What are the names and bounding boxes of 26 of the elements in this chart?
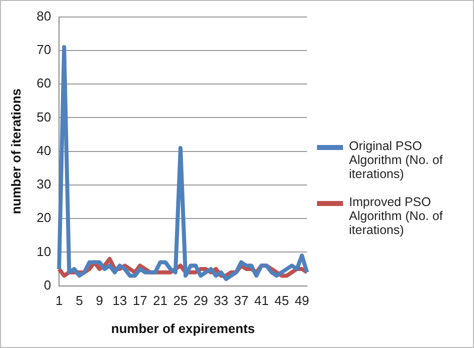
x-tick-label: 17 — [132, 293, 148, 308]
y-tick-label: 0 — [44, 277, 52, 292]
x-tick-label: 1 — [55, 293, 63, 308]
x-tick-label: 37 — [234, 293, 248, 308]
legend-label: Improved PSO Algorithm (No. of iterations) — [349, 195, 444, 237]
legend-label: Original PSO Algorithm (No. of iterations) — [349, 139, 444, 181]
y-tick-label: 10 — [36, 244, 52, 259]
y-axis-title: number of iterations — [8, 88, 24, 214]
x-tick-label: 41 — [254, 293, 269, 308]
y-tick-label: 70 — [36, 42, 52, 58]
y-tick-label: 60 — [36, 76, 52, 91]
x-axis-title: number of expirements — [111, 320, 255, 336]
x-tick-label: 33 — [214, 293, 228, 308]
x-tick-label: 21 — [153, 293, 168, 308]
x-tick-label: 49 — [294, 293, 310, 308]
y-tick-label: 20 — [36, 210, 52, 226]
x-tick-label: 5 — [76, 293, 83, 308]
y-tick-label: 50 — [36, 109, 52, 124]
y-tick-label: 30 — [36, 176, 52, 192]
x-tick-label: 29 — [194, 293, 208, 308]
y-tick-label: 40 — [36, 142, 52, 158]
y-tick-label: 80 — [36, 8, 52, 24]
x-tick-label: 25 — [173, 293, 188, 308]
x-tick-label: 13 — [112, 293, 128, 308]
x-tick-label: 45 — [274, 293, 289, 308]
x-tick-label: 9 — [96, 293, 104, 308]
